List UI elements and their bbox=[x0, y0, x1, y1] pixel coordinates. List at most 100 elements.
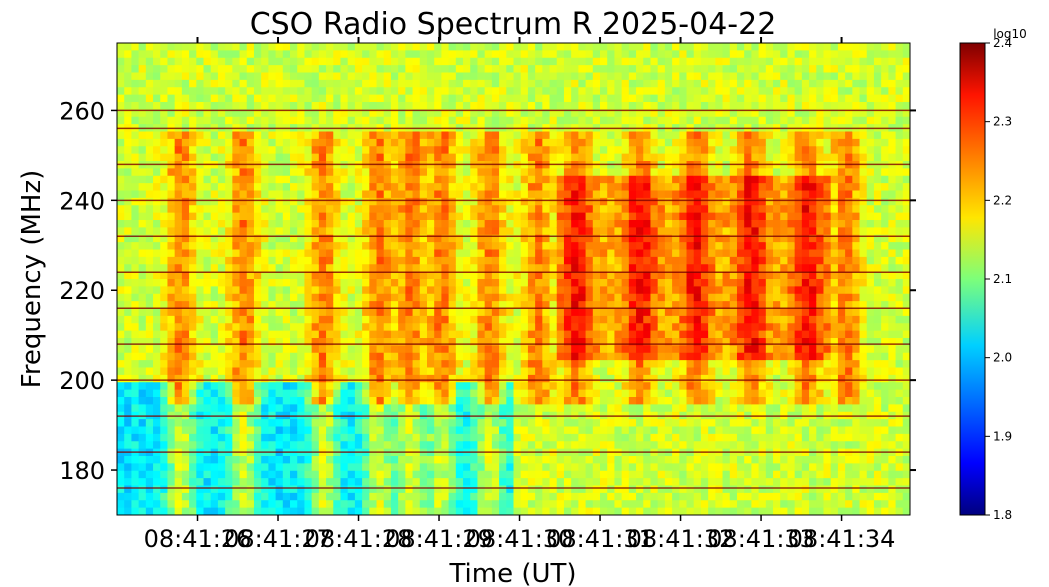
spectrum-cell bbox=[210, 72, 219, 81]
spectrum-cell bbox=[362, 507, 370, 515]
spectrum-cell bbox=[664, 485, 673, 494]
spectrum-cell bbox=[232, 205, 241, 214]
spectrum-cell bbox=[527, 264, 536, 273]
spectrum-cell bbox=[434, 500, 443, 509]
spectrum-cell bbox=[297, 205, 306, 214]
spectrum-cell bbox=[145, 102, 154, 110]
spectrum-cell bbox=[585, 315, 594, 324]
spectrum-cell bbox=[672, 50, 680, 59]
spectrum-cell bbox=[268, 271, 277, 280]
spectrum-cell bbox=[643, 168, 652, 177]
spectrum-cell bbox=[196, 279, 205, 287]
spectrum-cell bbox=[650, 345, 659, 354]
spectrum-cell bbox=[672, 234, 680, 243]
spectrum-cell bbox=[578, 131, 587, 140]
spectrum-cell bbox=[405, 315, 414, 324]
spectrum-cell bbox=[340, 492, 349, 501]
spectrum-cell bbox=[354, 43, 363, 51]
spectrum-cell bbox=[527, 352, 536, 361]
spectrum-cell bbox=[117, 308, 125, 317]
spectrum-cell bbox=[167, 197, 176, 206]
spectrum-cell bbox=[261, 197, 269, 206]
spectrum-cell bbox=[117, 190, 125, 199]
spectrum-cell bbox=[145, 500, 154, 509]
spectrum-cell bbox=[571, 293, 579, 302]
spectrum-cell bbox=[304, 43, 313, 51]
spectrum-cell bbox=[513, 175, 522, 184]
spectrum-cell bbox=[621, 212, 630, 221]
spectrum-cell bbox=[448, 109, 457, 118]
spectrum-cell bbox=[189, 441, 197, 450]
spectrum-cell bbox=[174, 183, 183, 192]
spectrum-cell bbox=[426, 492, 435, 501]
spectrum-cell bbox=[333, 470, 342, 479]
spectrum-cell bbox=[455, 485, 464, 494]
spectrum-cell bbox=[592, 419, 601, 428]
spectrum-cell bbox=[650, 190, 659, 199]
spectrum-cell bbox=[124, 360, 133, 369]
spectrum-cell bbox=[174, 116, 183, 125]
spectrum-cell bbox=[542, 227, 551, 236]
spectrum-cell bbox=[225, 138, 233, 147]
spectrum-cell bbox=[131, 345, 140, 354]
spectrum-cell bbox=[585, 72, 594, 81]
spectrum-cell bbox=[571, 345, 579, 354]
spectrum-cell bbox=[362, 478, 370, 487]
spectrum-cell bbox=[203, 397, 212, 405]
spectrum-cell bbox=[217, 72, 226, 81]
spectrum-cell bbox=[297, 146, 306, 155]
spectrum-cell bbox=[196, 485, 205, 494]
spectrum-cell bbox=[304, 507, 313, 515]
spectrum-cell bbox=[499, 220, 507, 228]
spectrum-cell bbox=[189, 308, 197, 317]
spectrum-cell bbox=[124, 183, 133, 192]
spectrum-cell bbox=[549, 345, 558, 354]
spectrum-cell bbox=[253, 212, 262, 221]
spectrum-cell bbox=[138, 382, 147, 391]
spectrum-cell bbox=[672, 397, 680, 405]
spectrum-cell bbox=[463, 256, 471, 265]
spectrum-cell bbox=[607, 87, 616, 96]
spectrum-cell bbox=[484, 190, 493, 199]
spectrum-cell bbox=[124, 109, 133, 118]
spectrum-cell bbox=[333, 212, 342, 221]
spectrum-cell bbox=[571, 507, 579, 515]
spectrum-cell bbox=[304, 220, 313, 228]
spectrum-cell bbox=[499, 175, 507, 184]
spectrum-cell bbox=[441, 205, 450, 214]
spectrum-cell bbox=[636, 507, 644, 515]
spectrum-cell bbox=[419, 57, 428, 66]
spectrum-cell bbox=[369, 367, 378, 376]
spectrum-cell bbox=[239, 389, 248, 398]
spectrum-cell bbox=[189, 352, 197, 361]
spectrum-cell bbox=[117, 94, 125, 103]
spectrum-cell bbox=[311, 190, 320, 199]
spectrum-cell bbox=[131, 397, 140, 405]
spectrum-cell bbox=[578, 507, 587, 515]
spectrum-cell bbox=[138, 168, 147, 177]
spectrum-cell bbox=[181, 50, 190, 59]
spectrum-cell bbox=[232, 65, 241, 74]
spectrum-cell bbox=[282, 153, 291, 162]
spectrum-cell bbox=[527, 367, 536, 376]
spectrum-cell bbox=[650, 478, 659, 487]
spectrum-cell bbox=[217, 382, 226, 391]
spectrum-cell bbox=[549, 478, 558, 487]
spectrum-cell bbox=[412, 397, 421, 405]
spectrum-cell bbox=[347, 50, 356, 59]
spectrum-cell bbox=[333, 220, 342, 228]
spectrum-cell bbox=[448, 374, 457, 383]
spectrum-cell bbox=[419, 323, 428, 332]
spectrum-cell bbox=[506, 293, 515, 302]
spectrum-cell bbox=[672, 227, 680, 236]
spectrum-cell bbox=[614, 264, 623, 273]
spectrum-cell bbox=[117, 109, 125, 118]
spectrum-cell bbox=[419, 330, 428, 339]
spectrum-cell bbox=[124, 175, 133, 184]
spectrum-cell bbox=[347, 279, 356, 287]
spectrum-cell bbox=[499, 419, 507, 428]
spectrum-cell bbox=[621, 301, 630, 310]
spectrum-cell bbox=[145, 308, 154, 317]
spectrum-cell bbox=[203, 212, 212, 221]
spectrum-cell bbox=[643, 131, 652, 140]
